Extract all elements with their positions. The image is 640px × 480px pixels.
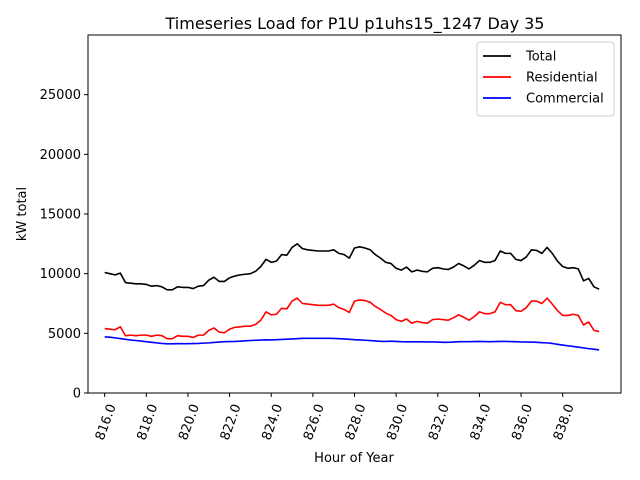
y-tick-label: 15000: [40, 208, 81, 223]
y-axis-label: kW total: [15, 187, 30, 241]
series-line-commercial: [104, 336, 600, 351]
legend-label-commercial: Commercial: [526, 92, 604, 107]
y-tick-label: 10000: [40, 267, 81, 282]
y-tick-label: 25000: [40, 88, 81, 103]
y-tick-label: 0: [73, 387, 81, 402]
y-tick-label: 5000: [48, 327, 81, 342]
series-layer: [104, 243, 600, 351]
chart-title: Timeseries Load for P1U p1uhs15_1247 Day…: [165, 14, 545, 34]
y-axis: 0 5000 10000 15000 20000 25000: [40, 88, 88, 402]
series-line-residential: [104, 297, 600, 340]
legend-label-total: Total: [525, 50, 556, 65]
x-axis-label: Hour of Year: [314, 451, 394, 466]
legend: Total Residential Commercial: [476, 41, 615, 117]
legend-box: [476, 41, 615, 117]
legend-label-residential: Residential: [526, 71, 598, 86]
series-line-total: [104, 243, 600, 291]
y-tick-label: 20000: [40, 148, 81, 163]
